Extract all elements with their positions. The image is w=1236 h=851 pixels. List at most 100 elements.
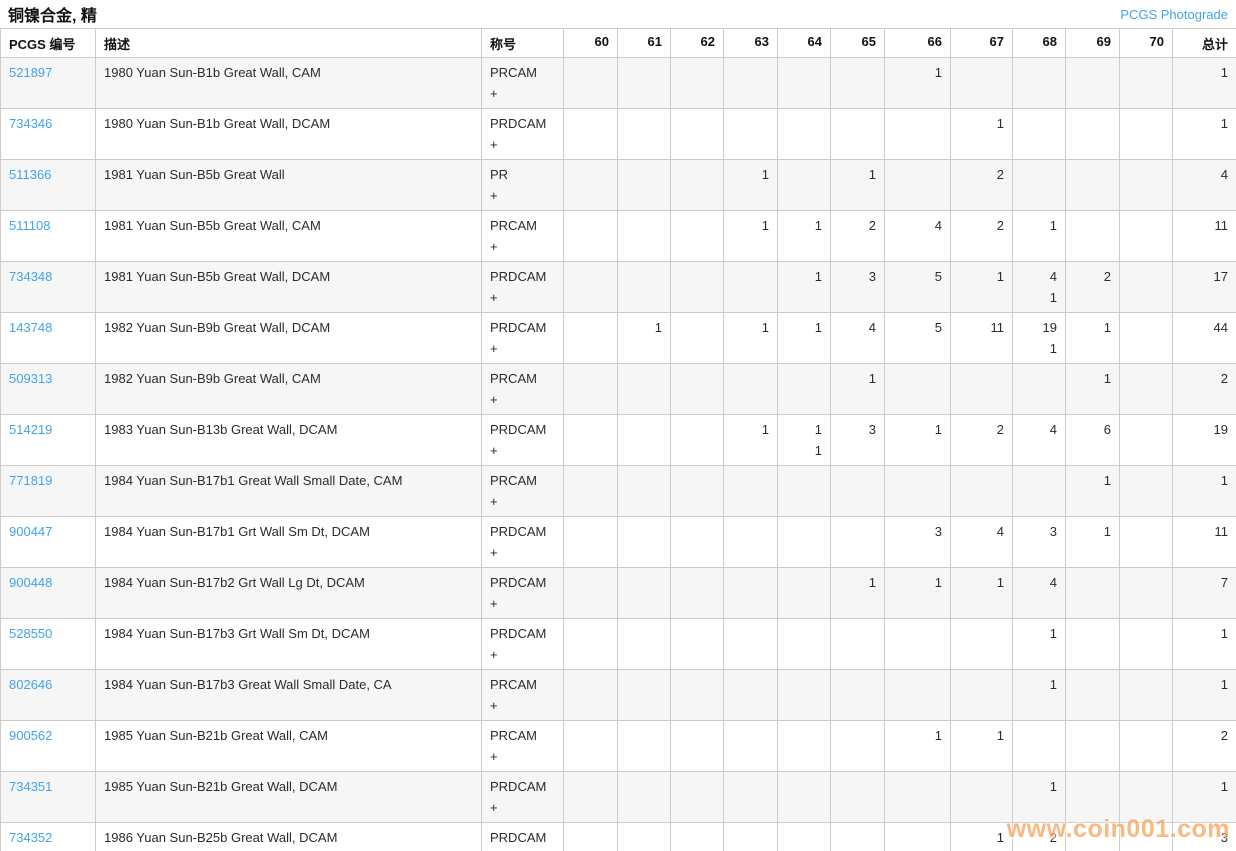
grade-60-count-cell <box>563 261 618 313</box>
top-bar: 铜镍合金, 精 PCGS Photograde <box>0 0 1236 28</box>
table-header: PCGS 编号 描述 称号 60 61 62 63 64 65 66 67 68 69 70 总计 <box>0 28 1236 58</box>
pcgs-number-link[interactable]: 509313 <box>9 371 53 386</box>
pcgs-number-link[interactable]: 143748 <box>9 320 53 335</box>
grade-67-count-cell: 4 <box>950 516 1013 568</box>
grade-66-count-cell <box>884 618 951 670</box>
description-cell: 1985 Yuan Sun-B21b Great Wall, DCAM <box>95 771 482 823</box>
grade-69-count-cell: 1 <box>1065 363 1120 415</box>
pcgs-photograde-link[interactable]: PCGS Photograde <box>1120 6 1228 22</box>
grade-67-count-cell <box>950 771 1013 823</box>
grade-66-count-cell: 1 <box>884 567 951 619</box>
grade-61-count-cell <box>617 822 671 851</box>
grade-64-count-cell <box>777 108 831 160</box>
pcgs-number-cell: 900562 <box>0 720 96 772</box>
total-count-cell: 1 <box>1172 465 1236 517</box>
grade-62-count-cell <box>670 771 724 823</box>
grade-63-count-cell: 1 <box>723 414 778 466</box>
designation-line: PRDCAM <box>490 830 547 845</box>
grade-62-count-cell <box>670 414 724 466</box>
pcgs-number-link[interactable]: 900447 <box>9 524 53 539</box>
table-row: 509313 1982 Yuan Sun-B9b Great Wall, CAM P… <box>0 363 1236 415</box>
grade-70-count-cell <box>1119 261 1173 313</box>
pcgs-number-cell: 802646 <box>0 669 96 721</box>
designation-line: PRDCAM <box>490 575 547 590</box>
designation-cell: PRDCAM + <box>481 414 564 466</box>
grade-70-count-cell <box>1119 822 1173 851</box>
grade-62-count-cell <box>670 261 724 313</box>
grade-61-count-cell <box>617 720 671 772</box>
grade-69-count-cell <box>1065 771 1120 823</box>
grade-69-count-cell <box>1065 567 1120 619</box>
pcgs-number-link[interactable]: 802646 <box>9 677 53 692</box>
pcgs-number-link[interactable]: 514219 <box>9 422 53 437</box>
grade-65-count-cell <box>830 822 885 851</box>
pcgs-number-link[interactable]: 734346 <box>9 116 53 131</box>
pcgs-number-cell: 734346 <box>0 108 96 160</box>
grade-69-count-cell: 1 <box>1065 465 1120 517</box>
designation-cell: PRDCAM + <box>481 618 564 670</box>
designation-cell: PRCAM + <box>481 363 564 415</box>
designation-line: + <box>490 137 498 152</box>
pcgs-number-link[interactable]: 521897 <box>9 65 53 80</box>
designation-line: + <box>490 596 498 611</box>
grade-65-count-cell <box>830 771 885 823</box>
description-cell: 1981 Yuan Sun-B5b Great Wall <box>95 159 482 211</box>
designation-line: PRCAM <box>490 371 537 386</box>
designation-line: PRDCAM <box>490 524 547 539</box>
table-header-row: PCGS 编号 描述 称号 60 61 62 63 64 65 66 67 68 69 70 总计 <box>0 28 1236 58</box>
grade-60-count-cell <box>563 465 618 517</box>
pcgs-number-cell: 528550 <box>0 618 96 670</box>
grade-65-count-cell: 3 <box>830 261 885 313</box>
designation-cell: PRCAM + <box>481 465 564 517</box>
grade-61-count-cell <box>617 363 671 415</box>
total-count-cell: 1 <box>1172 57 1236 109</box>
pcgs-number-cell: 900447 <box>0 516 96 568</box>
grade-64-count-cell <box>777 669 831 721</box>
grade-68-count-cell: 1 <box>1012 210 1066 262</box>
designation-cell: PRDCAM + <box>481 108 564 160</box>
pcgs-number-link[interactable]: 734351 <box>9 779 53 794</box>
pcgs-number-link[interactable]: 771819 <box>9 473 53 488</box>
pcgs-number-link[interactable]: 734348 <box>9 269 53 284</box>
grade-61-count-cell <box>617 567 671 619</box>
total-count-cell: 19 <box>1172 414 1236 466</box>
grade-64-count-cell <box>777 567 831 619</box>
designation-line: + <box>490 443 498 458</box>
pcgs-number-cell: 734351 <box>0 771 96 823</box>
description-cell: 1984 Yuan Sun-B17b2 Grt Wall Lg Dt, DCAM <box>95 567 482 619</box>
grade-65-count-cell <box>830 57 885 109</box>
grade-63-count-cell: 1 <box>723 210 778 262</box>
designation-line: + <box>490 341 498 356</box>
pcgs-number-link[interactable]: 511366 <box>9 167 52 182</box>
grade-65-count-cell <box>830 516 885 568</box>
grade-68-count-cell: 1 <box>1012 618 1066 670</box>
grade-65-count-cell <box>830 465 885 517</box>
designation-cell: PRCAM + <box>481 669 564 721</box>
designation-line: PRCAM <box>490 65 537 80</box>
designation-cell: PRCAM + <box>481 57 564 109</box>
grade-64-count-cell <box>777 771 831 823</box>
grade-68-count-cell <box>1012 720 1066 772</box>
pcgs-number-link[interactable]: 900448 <box>9 575 53 590</box>
total-count-cell: 1 <box>1172 669 1236 721</box>
grade-70-count-cell <box>1119 414 1173 466</box>
grade-69-count-cell <box>1065 159 1120 211</box>
pcgs-number-link[interactable]: 528550 <box>9 626 53 641</box>
grade-64-count-cell: 1 <box>777 312 831 364</box>
grade-60-count-cell <box>563 159 618 211</box>
grade-64-count-cell <box>777 822 831 851</box>
pcgs-number-link[interactable]: 900562 <box>9 728 53 743</box>
pcgs-number-link[interactable]: 734352 <box>9 830 53 845</box>
grade-62-count-cell <box>670 465 724 517</box>
designation-line: PRCAM <box>490 218 537 233</box>
pcgs-number-link[interactable]: 511108 <box>9 218 51 233</box>
grade-68-count-cell <box>1012 57 1066 109</box>
description-cell: 1982 Yuan Sun-B9b Great Wall, CAM <box>95 363 482 415</box>
grade-64-count-cell <box>777 618 831 670</box>
grade-69-count-cell <box>1065 618 1120 670</box>
total-count-cell: 1 <box>1172 771 1236 823</box>
grade-61-count-cell <box>617 516 671 568</box>
grade-69-count-cell: 2 <box>1065 261 1120 313</box>
grade-62-count-cell <box>670 57 724 109</box>
column-header-grade-60: 60 <box>563 28 618 58</box>
